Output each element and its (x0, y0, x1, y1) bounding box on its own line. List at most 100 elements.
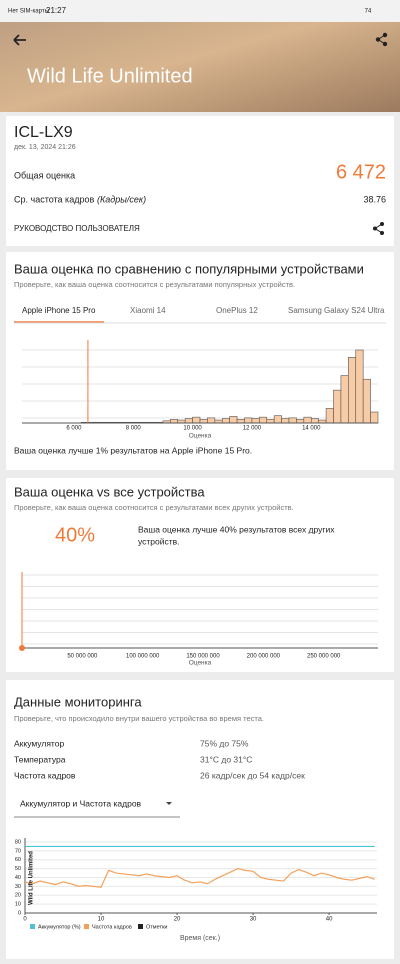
row-value: 31°C до 31°C (200, 754, 252, 764)
score-dot (19, 645, 26, 651)
note: Ваша оценка лучше 1% результатов на Appl… (14, 445, 252, 455)
title: Wild Life Unlimited (27, 65, 193, 87)
bar (288, 417, 297, 424)
percent-text: устройств. (138, 536, 180, 546)
legend-swatch (84, 924, 89, 929)
x-tick-label: 14 000 (302, 426, 321, 432)
x-axis-label: Время (сек.) (180, 935, 220, 942)
guide-link[interactable]: РУКОВОДСТВО ПОЛЬЗОВАТЕЛЯ (14, 224, 140, 233)
legend-swatch (138, 924, 143, 929)
share-button[interactable] (375, 32, 388, 47)
y-tick-label: 70 (15, 848, 21, 854)
carrier: Нет SIM-карты (8, 9, 49, 15)
x-tick-label: 20 (174, 917, 181, 923)
battery: 74 (365, 9, 372, 15)
section-title: Данные мониторинга (14, 694, 142, 709)
bar (355, 349, 364, 424)
percent: 40% (55, 524, 95, 546)
y-tick-label: 40 (15, 875, 21, 881)
tab[interactable]: OnePlus 12 (216, 306, 258, 315)
guide-share[interactable] (373, 222, 384, 235)
comparison-card (6, 252, 394, 470)
fps-unit: (Кадры/сек) (97, 194, 146, 204)
legend-swatch (30, 924, 35, 929)
bar (281, 418, 290, 424)
score: 6 472 (336, 161, 386, 183)
back-button[interactable] (13, 34, 26, 46)
x-tick-label: 40 (326, 917, 333, 923)
bar (184, 418, 193, 424)
legend-label: Отметки (146, 924, 167, 930)
bar (236, 419, 245, 424)
x-tick-label: 10 (98, 917, 105, 923)
bar (244, 417, 253, 424)
x-tick-label: 100 000 000 (126, 654, 160, 660)
row-value: 26 кадр/сек до 54 кадр/сек (200, 770, 305, 780)
x-tick-label: 12 000 (243, 426, 262, 432)
bar (192, 416, 201, 424)
bar (303, 416, 312, 424)
row-label: Частота кадров (14, 770, 76, 780)
x-axis-label: Оценка (189, 660, 212, 667)
bar (340, 375, 349, 424)
percent-text: Ваша оценка лучше 40% результатов всех д… (138, 524, 335, 534)
y-axis-label: Wild Life Unlimited (29, 851, 35, 905)
device: ICL-LX9 (14, 124, 73, 141)
bar (170, 419, 179, 424)
status-bar (0, 0, 400, 22)
legend-label: Частота кадров (92, 924, 132, 930)
bar (333, 389, 342, 424)
bar (362, 378, 371, 424)
row-label: Температура (14, 754, 66, 764)
tab[interactable]: Xiaomi 14 (130, 306, 166, 315)
x-tick-label: 250 000 000 (307, 654, 341, 660)
x-tick-label: 200 000 000 (247, 654, 281, 660)
section-title: Ваша оценка vs все устройства (14, 484, 205, 499)
y-tick-label: 20 (15, 893, 21, 899)
y-tick-label: 10 (15, 902, 21, 908)
section-subtitle: Проверьте, как ваша оценка соотносится с… (14, 280, 295, 289)
y-tick-label: 30 (15, 884, 21, 890)
bar (266, 419, 275, 424)
bar (207, 417, 216, 424)
x-tick-label: 30 (250, 917, 257, 923)
dropdown[interactable]: Аккумулятор и Частота кадров (20, 798, 142, 808)
summary-card (6, 116, 394, 246)
x-tick-label: 10 000 (183, 426, 202, 432)
bar (199, 419, 208, 424)
legend-label: Аккумулятор (%) (38, 924, 81, 930)
bar (310, 418, 319, 424)
bar (370, 411, 379, 424)
y-tick-label: 0 (18, 910, 21, 916)
y-tick-label: 80 (15, 839, 21, 845)
bar (221, 418, 230, 424)
x-tick-label: 150 000 000 (186, 654, 220, 660)
x-tick-label: 6 000 (66, 426, 82, 432)
bar (273, 415, 282, 424)
date: дек. 13, 2024 21:26 (14, 144, 76, 151)
fps-label: Ср. частота кадров (14, 194, 94, 204)
section-subtitle: Проверьте, что происходило внутри вашего… (14, 714, 264, 723)
y-tick-label: 60 (15, 857, 21, 863)
fps: 38.76 (363, 194, 386, 204)
x-tick-label: 8 000 (126, 426, 142, 432)
section-subtitle: Проверьте, как ваша оценка соотносится с… (14, 503, 294, 512)
score-label: Общая оценка (14, 170, 75, 180)
x-axis-label: Оценка (189, 433, 212, 440)
row-value: 75% до 75% (200, 738, 249, 748)
x-tick-label: 0 (23, 917, 27, 923)
bar (229, 416, 238, 424)
dropdown-arrow (166, 802, 172, 805)
y-tick-label: 50 (15, 866, 21, 872)
time: 21:27 (46, 6, 67, 15)
bar (296, 419, 305, 424)
tab[interactable]: Samsung Galaxy S24 Ultra (288, 306, 385, 315)
bar (251, 418, 260, 424)
series-line (24, 867, 375, 888)
x-tick-label: 50 000 000 (67, 654, 98, 660)
tab[interactable]: Apple iPhone 15 Pro (22, 306, 96, 315)
bar (259, 416, 268, 424)
bar (325, 408, 334, 424)
